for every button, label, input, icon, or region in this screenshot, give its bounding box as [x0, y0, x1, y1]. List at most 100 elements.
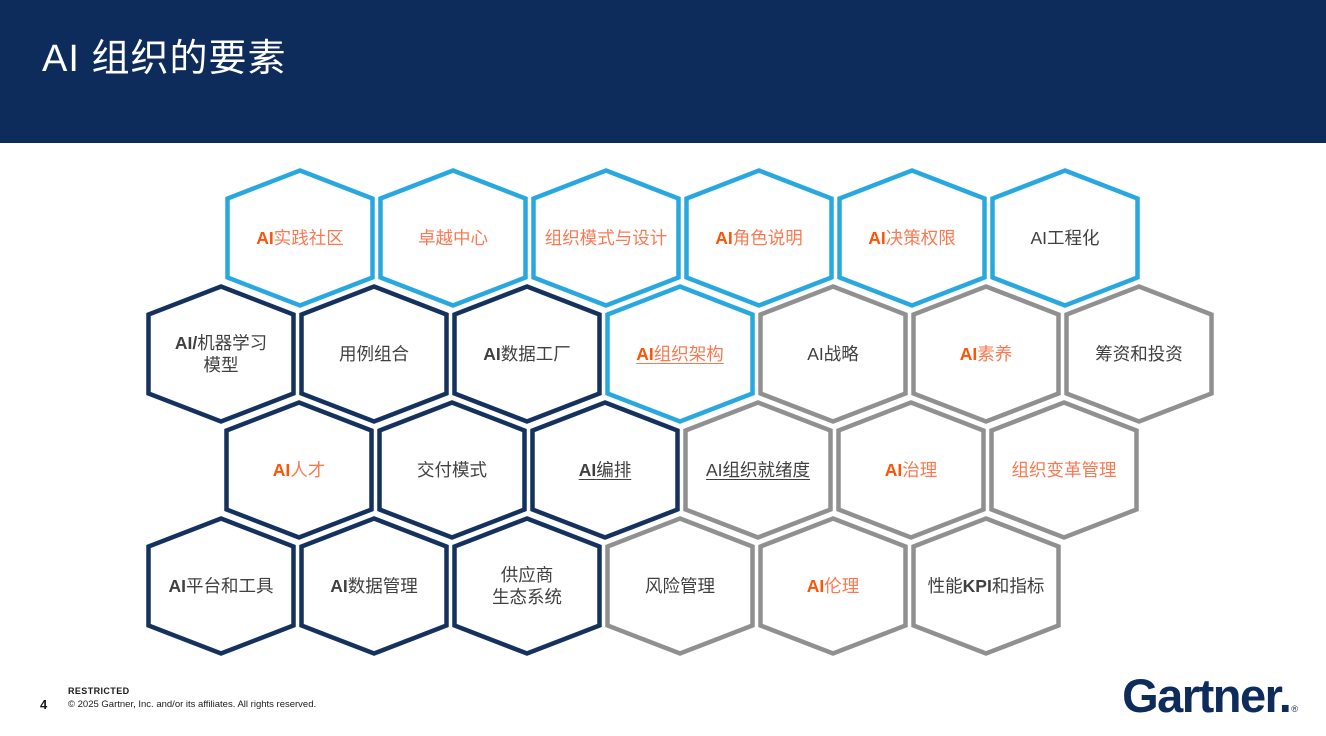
hexagon-outline — [224, 400, 374, 540]
hex-label-segment: AI — [578, 459, 597, 480]
hexagon-shape — [224, 400, 374, 540]
hex-label-segment: 筹资和投资 — [1095, 343, 1183, 364]
hex-tile: 供应商 生态系统 — [452, 516, 602, 656]
hex-label-segment: 模型 — [203, 355, 239, 375]
hex-label-segment: 决策权限 — [885, 227, 956, 248]
hex-tile: AI角色说明 — [684, 168, 834, 308]
hexagon-shape — [299, 284, 449, 424]
hex-label-segment: 卓越中心 — [418, 227, 488, 248]
hexagon-outline — [299, 284, 449, 424]
hex-label: AI平台和工具 — [169, 575, 274, 597]
hexagon-shape — [452, 284, 602, 424]
hexagon-shape — [452, 516, 602, 656]
hexagon-shape — [990, 168, 1140, 308]
hex-tile: 交付模式 — [377, 400, 527, 540]
hex-label: AI组织就绪度 — [706, 459, 810, 481]
hexagon-shape — [377, 400, 527, 540]
hex-label-segment: AI组织就绪度 — [705, 459, 811, 480]
hex-tile: AI战略 — [758, 284, 908, 424]
hex-label-segment: AI战略 — [807, 343, 859, 364]
hexagon-shape — [911, 284, 1061, 424]
copyright-text: © 2025 Gartner, Inc. and/or its affiliat… — [68, 699, 317, 710]
hex-label-segment: 组织模式与设计 — [544, 227, 668, 248]
hex-label-segment: AI — [959, 343, 978, 364]
hex-label-segment: AI工程化 — [1030, 227, 1100, 248]
hexagon-outline — [990, 168, 1140, 308]
hex-label-segment: AI — [483, 343, 501, 364]
hex-label-segment: 风险管理 — [645, 575, 715, 596]
gartner-logo: Gartner.® — [1122, 668, 1298, 723]
hex-tile: AI工程化 — [990, 168, 1140, 308]
hex-label: 供应商 生态系统 — [492, 564, 562, 609]
hex-label-wrap: AI决策权限 — [845, 168, 979, 308]
hex-label-segment: 数据管理 — [347, 575, 418, 596]
hex-label-segment: 供应商 — [500, 564, 554, 585]
hex-tile: AI实践社区 — [225, 168, 375, 308]
hex-label-segment: 组织架构 — [653, 343, 724, 364]
slide-header: AI 组织的要素 — [0, 0, 1326, 143]
hex-label-wrap: AI数据工厂 — [460, 284, 594, 424]
hex-label-segment: 素养 — [977, 343, 1013, 364]
hex-label-wrap: AI角色说明 — [692, 168, 826, 308]
hex-label-segment: AI — [256, 227, 274, 248]
hex-label-wrap: 组织模式与设计 — [539, 168, 673, 308]
hex-label-wrap: AI伦理 — [766, 516, 900, 656]
hex-label: AI战略 — [807, 343, 859, 365]
hexagon-outline — [146, 284, 296, 424]
hex-label-segment: 组织变革管理 — [1011, 459, 1117, 480]
hexagon-shape — [758, 516, 908, 656]
hex-label-segment: KPI — [962, 575, 992, 596]
hexagon-outline — [605, 284, 755, 424]
hex-tile: AI编排 — [530, 400, 680, 540]
hex-tile: 筹资和投资 — [1064, 284, 1214, 424]
hex-label-segment: 编排 — [596, 459, 632, 480]
hex-label-wrap: 卓越中心 — [386, 168, 520, 308]
hexagon-shape — [758, 284, 908, 424]
hex-label-wrap: AI平台和工具 — [154, 516, 288, 656]
hex-label: AI伦理 — [807, 575, 860, 597]
hexagon-outline — [837, 168, 987, 308]
hex-tile: AI组织架构 — [605, 284, 755, 424]
hex-tile: AI/机器学习 模型 — [146, 284, 296, 424]
hexagon-shape — [146, 284, 296, 424]
hex-label: AI数据工厂 — [483, 343, 571, 365]
hex-label-segment: AI — [168, 575, 187, 596]
hexagon-outline — [758, 284, 908, 424]
hexagon-shape — [225, 168, 375, 308]
hex-label-segment: 生态系统 — [492, 587, 562, 607]
hex-label-segment: AI — [884, 459, 903, 480]
hex-label: AI编排 — [579, 459, 632, 481]
hexagon-shape — [989, 400, 1139, 540]
hex-label-segment: 性能 — [927, 575, 963, 596]
page-title: AI 组织的要素 — [42, 38, 287, 80]
hexagon-shape — [299, 516, 449, 656]
hex-tile: 组织变革管理 — [989, 400, 1139, 540]
hexagon-outline — [683, 400, 833, 540]
hexagon-shape — [531, 168, 681, 308]
hexagon-shape — [837, 168, 987, 308]
hex-label-wrap: 组织变革管理 — [997, 400, 1131, 540]
hex-label-wrap: 用例组合 — [307, 284, 441, 424]
hexagon-outline — [377, 400, 527, 540]
hexagon-outline — [531, 168, 681, 308]
hex-label-segment: AI — [868, 227, 886, 248]
hexagon-shape — [378, 168, 528, 308]
hex-label-segment: AI — [330, 575, 348, 596]
hexagon-shape — [683, 400, 833, 540]
hex-tile: 用例组合 — [299, 284, 449, 424]
hex-label-wrap: 风险管理 — [613, 516, 747, 656]
hexagon-outline — [684, 168, 834, 308]
hex-label-segment: 人才 — [290, 459, 326, 480]
hex-label: AI决策权限 — [868, 227, 956, 249]
hex-tile: AI平台和工具 — [146, 516, 296, 656]
hex-label-segment: 交付模式 — [417, 459, 487, 480]
hex-label-wrap: AI素养 — [919, 284, 1053, 424]
hexagon-shape — [1064, 284, 1214, 424]
hexagon-outline — [1064, 284, 1214, 424]
hex-label-segment: 数据工厂 — [500, 343, 571, 364]
hex-label-wrap: AI工程化 — [998, 168, 1132, 308]
hex-label-wrap: AI人才 — [232, 400, 366, 540]
hexagon-outline — [452, 516, 602, 656]
hex-label: AI素养 — [960, 343, 1013, 365]
hexagon-outline — [911, 516, 1061, 656]
